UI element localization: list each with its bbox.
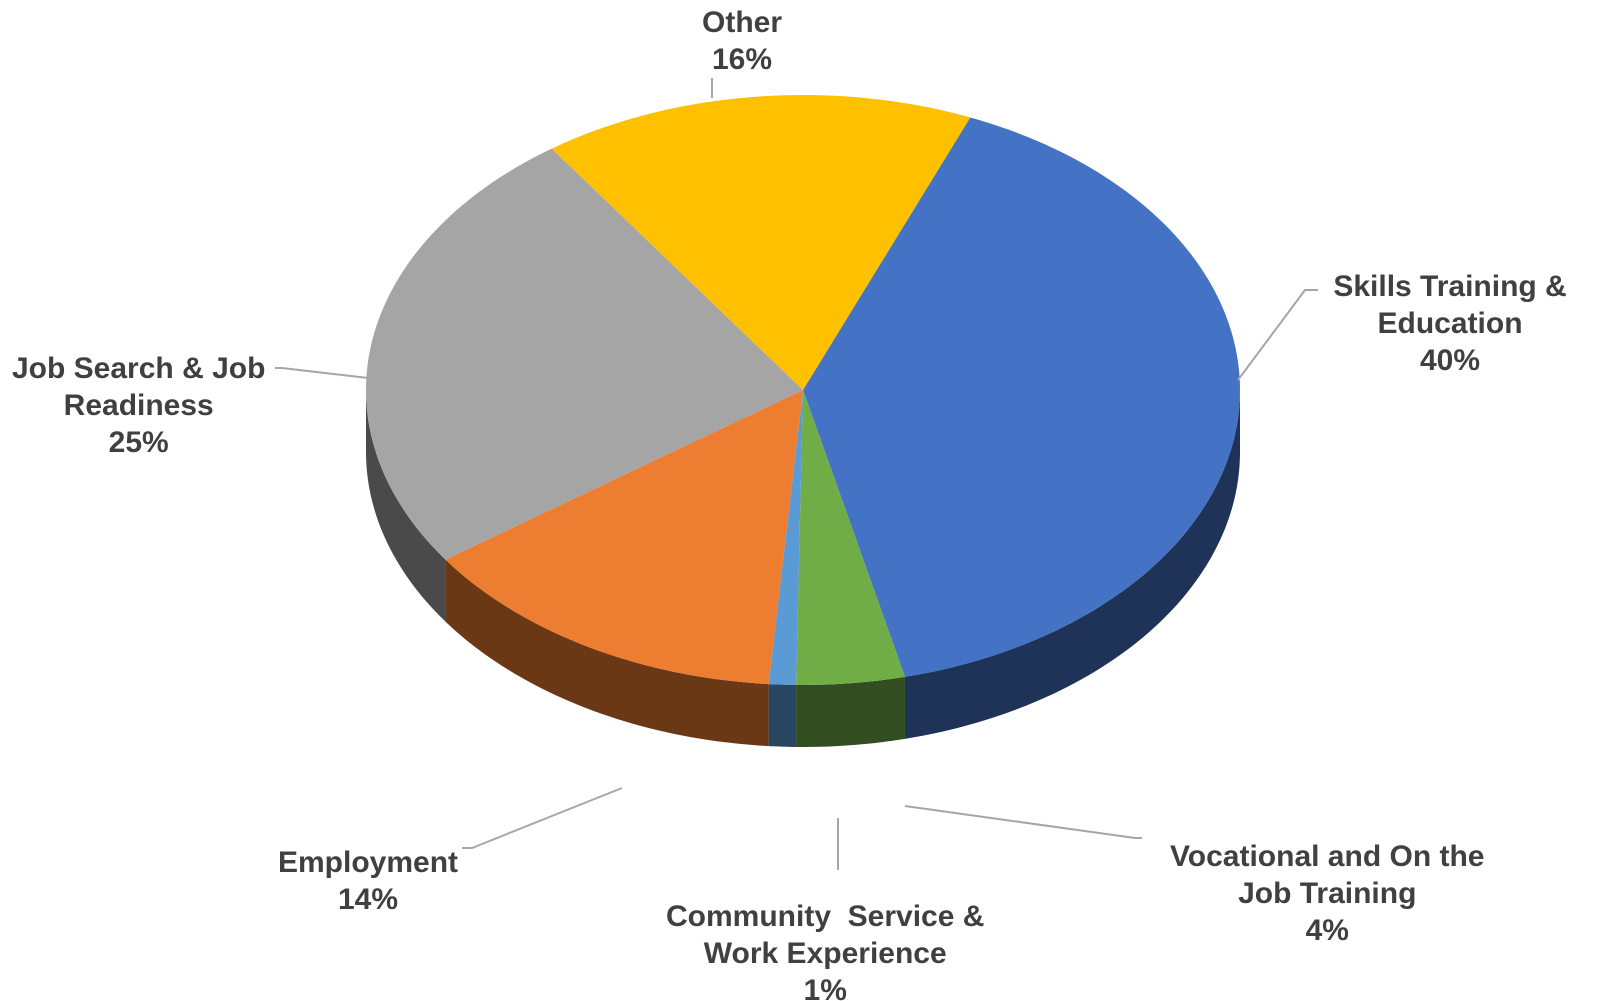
pie-slice-job-search bbox=[366, 148, 803, 560]
leader-lines bbox=[275, 78, 1318, 870]
pie-side-employment bbox=[445, 559, 769, 747]
slice-label-job-search: Job Search & Job Readiness 25% bbox=[12, 352, 266, 459]
leader-line-job-search bbox=[275, 367, 369, 379]
pie-slice-community-service bbox=[768, 390, 803, 685]
leader-line-employment bbox=[462, 787, 623, 849]
slice-label-vocational-training: Vocational and On the Job Training 4% bbox=[1170, 840, 1485, 947]
pie-side-community-service bbox=[768, 684, 797, 747]
pie-side-vocational-training bbox=[796, 676, 905, 747]
leader-line-vocational-training bbox=[904, 805, 1142, 839]
pie-slice-vocational-training bbox=[796, 390, 905, 685]
pie-side-walls bbox=[366, 390, 1240, 747]
pie-slice-other bbox=[551, 95, 971, 390]
slice-label-community-service: Community Service & Work Experience 1% bbox=[666, 900, 985, 1001]
slice-label-skills-training: Skills Training & Education 40% bbox=[1333, 270, 1567, 377]
slice-label-employment: Employment 14% bbox=[278, 846, 459, 916]
leader-line-skills-training bbox=[1237, 289, 1318, 381]
pie-slice-employment bbox=[445, 390, 803, 685]
pie-side-job-search bbox=[366, 390, 446, 622]
slice-label-other: Other 16% bbox=[702, 6, 783, 76]
pie-slices bbox=[366, 95, 1240, 685]
pie-slice-skills-training bbox=[803, 117, 1240, 677]
pie-side-skills-training bbox=[904, 390, 1240, 739]
